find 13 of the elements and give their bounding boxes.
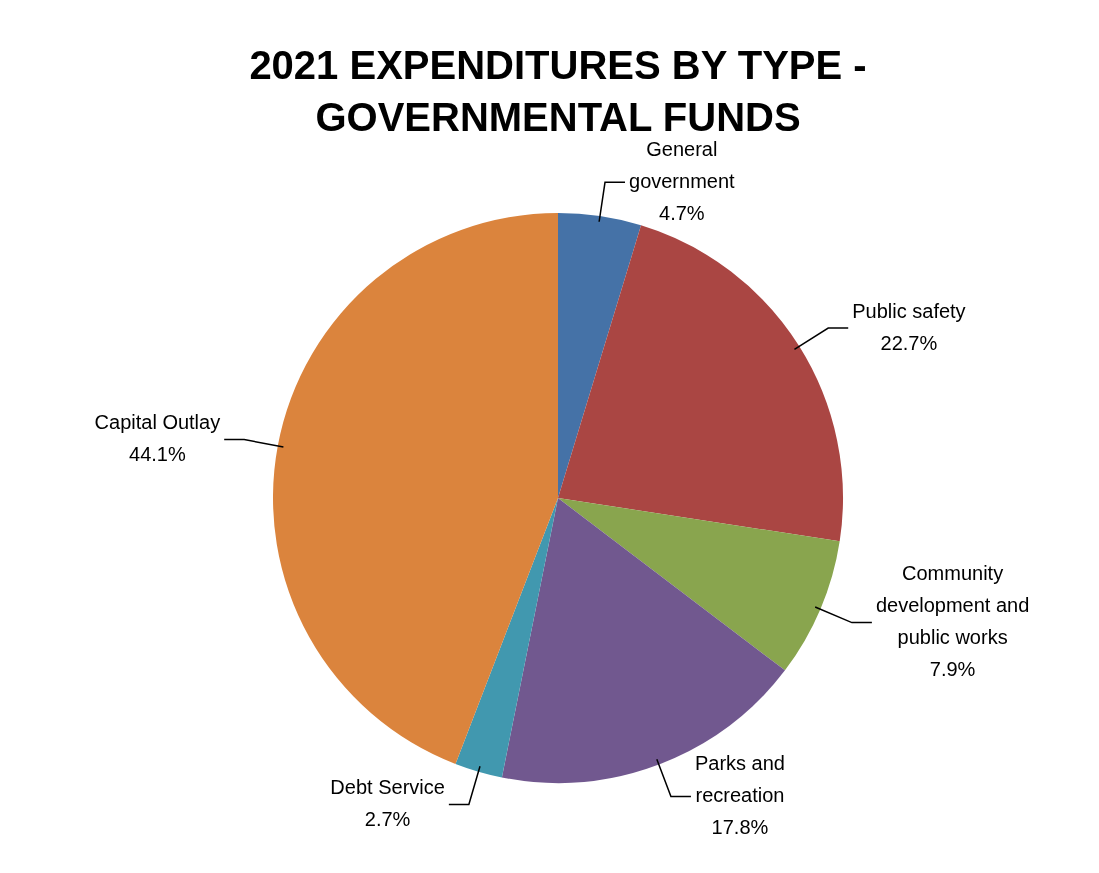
slice-label: Public safety bbox=[852, 299, 966, 322]
data-label: 7.9% bbox=[929, 658, 976, 681]
slice-label: Parks and recreation bbox=[694, 752, 785, 807]
slice-label: Capital Outlay bbox=[94, 411, 221, 434]
slice-label: Debt Service bbox=[330, 776, 445, 799]
slice-label: Community development and public works bbox=[875, 562, 1030, 649]
data-label: 4.7% bbox=[659, 201, 705, 224]
data-label: 17.8% bbox=[711, 816, 769, 839]
slice-label: General government bbox=[629, 137, 736, 192]
data-label: 2.7% bbox=[364, 808, 411, 831]
data-label: 22.7% bbox=[880, 331, 938, 354]
chart-title: 2021 EXPENDITURES BY TYPE - GOVERNMENTAL FUNDS bbox=[249, 43, 867, 140]
data-label: 44.1% bbox=[129, 443, 186, 466]
